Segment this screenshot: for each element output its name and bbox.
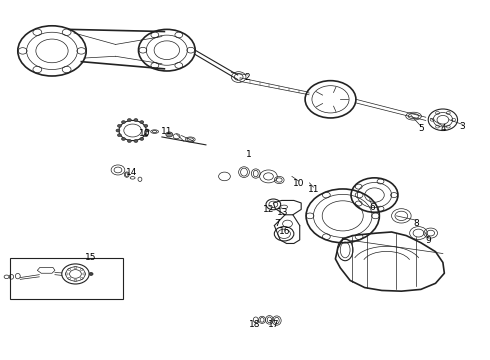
Bar [10, 258, 123, 299]
Circle shape [127, 140, 131, 143]
Circle shape [134, 118, 138, 121]
Text: 15: 15 [85, 253, 97, 262]
Circle shape [134, 140, 138, 143]
Text: 18: 18 [249, 320, 261, 329]
Text: 5: 5 [418, 124, 424, 133]
Text: 7: 7 [274, 219, 280, 228]
Circle shape [116, 129, 120, 132]
Circle shape [122, 121, 125, 123]
Text: 12: 12 [263, 205, 274, 214]
Circle shape [144, 125, 148, 127]
Circle shape [118, 134, 122, 136]
Text: 4: 4 [440, 124, 446, 133]
Text: 10: 10 [139, 129, 150, 138]
Circle shape [140, 138, 144, 140]
Circle shape [144, 134, 148, 136]
Circle shape [118, 125, 122, 127]
Circle shape [166, 132, 172, 137]
Circle shape [89, 273, 93, 275]
Text: 9: 9 [425, 237, 431, 246]
Text: 10: 10 [293, 179, 304, 188]
Circle shape [146, 129, 149, 132]
Text: 11: 11 [161, 127, 172, 136]
Text: 6: 6 [369, 203, 375, 212]
Text: 17: 17 [268, 320, 279, 329]
Circle shape [140, 121, 144, 123]
Circle shape [122, 138, 125, 140]
Text: 3: 3 [460, 122, 465, 131]
Text: 1: 1 [246, 150, 252, 159]
Text: 8: 8 [413, 219, 419, 228]
Text: 14: 14 [126, 168, 137, 177]
Text: 13: 13 [277, 208, 289, 217]
Text: 2: 2 [245, 73, 250, 82]
Circle shape [127, 118, 131, 121]
Text: 11: 11 [308, 185, 319, 194]
Text: 16: 16 [279, 228, 291, 237]
